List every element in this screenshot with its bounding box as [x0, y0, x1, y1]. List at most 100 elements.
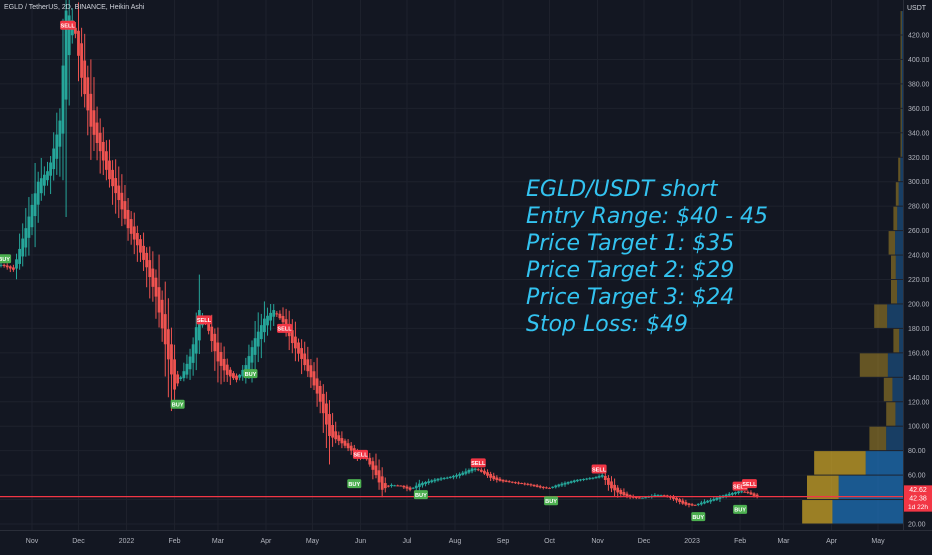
candle-body — [340, 438, 344, 444]
candle-body — [219, 351, 223, 366]
volume-profile-bar-down — [901, 133, 903, 157]
candle-body — [678, 499, 682, 502]
annotation-line: Price Target 1: $35 — [526, 231, 735, 256]
volume-profile-bar-down — [892, 377, 903, 402]
candle-body — [253, 338, 257, 355]
candle-body — [104, 151, 108, 170]
signal-label: BUY — [172, 402, 184, 408]
candle-body — [228, 369, 232, 377]
candle-body — [718, 496, 722, 499]
annotation-line: Stop Loss: $49 — [526, 312, 689, 337]
candle-body — [297, 342, 300, 354]
volume-profile-bar-up — [886, 402, 896, 426]
candle-body — [706, 500, 709, 503]
candle-body — [455, 475, 458, 477]
buy-signal-badge — [544, 496, 559, 506]
candle-body — [414, 485, 418, 489]
candle-body — [467, 469, 471, 473]
y-tick-label: 260.00 — [908, 228, 930, 235]
candle-body — [551, 486, 555, 488]
candle-body — [67, 15, 71, 56]
candle-body — [476, 469, 480, 471]
candle-body — [58, 120, 62, 147]
candle-body — [39, 178, 43, 194]
signal-label: BUY — [0, 257, 10, 263]
candle-body — [64, 10, 68, 100]
candle-body — [653, 495, 657, 497]
signal-label: SELL — [742, 482, 757, 488]
buy-signal-badge — [733, 504, 748, 514]
volume-profile-bar-up — [888, 231, 896, 255]
x-tick-label: Mar — [212, 538, 225, 545]
candle-body — [197, 310, 201, 341]
candle-body — [560, 483, 564, 486]
price-axis-panel — [903, 0, 932, 550]
candle-body — [383, 483, 387, 489]
candle-body — [114, 178, 118, 194]
candle-body — [569, 481, 573, 483]
candle-body — [145, 252, 149, 268]
candle-body — [213, 333, 217, 352]
volume-profile-bar-down — [900, 157, 903, 182]
candle-body — [619, 490, 623, 495]
x-tick-label: Jun — [355, 538, 366, 545]
volume-profile-bar-up — [900, 84, 902, 108]
candle-body — [408, 487, 412, 490]
sell-signal-badge — [277, 323, 293, 333]
candle-body — [523, 483, 527, 485]
candle-body — [89, 93, 93, 127]
y-tick-label: 420.00 — [908, 33, 930, 40]
x-tick-label: Sep — [497, 538, 510, 545]
signal-label: SELL — [733, 484, 748, 490]
candle-body — [545, 487, 548, 489]
signal-label: SELL — [353, 453, 368, 459]
volume-profile-bar-up — [900, 108, 902, 133]
signal-label: BUY — [415, 493, 427, 499]
x-tick-label: Dec — [72, 538, 85, 545]
candle-body — [393, 485, 396, 487]
value-area-bar-up — [807, 475, 839, 500]
candle-body — [377, 470, 381, 483]
candle-body — [337, 435, 341, 441]
y-tick-label: 120.00 — [908, 399, 930, 406]
candle-body — [600, 475, 604, 477]
signal-label: BUY — [348, 482, 360, 488]
y-tick-label: 20.00 — [908, 522, 926, 529]
x-tick-label: Apr — [261, 538, 273, 545]
candle-body — [470, 468, 474, 472]
candle-body — [591, 477, 595, 479]
sell-signal-badge — [470, 458, 486, 468]
candle-body — [417, 483, 421, 487]
candle-body — [479, 469, 483, 472]
signal-label: SELL — [471, 461, 486, 467]
value-area-bar-up — [814, 451, 866, 475]
x-tick-label: 2022 — [119, 538, 135, 545]
sell-signal-badge — [196, 315, 212, 325]
candle-body — [644, 497, 647, 499]
candle-body — [179, 377, 183, 379]
candle-body — [27, 216, 31, 238]
signal-label: SELL — [592, 467, 607, 473]
candle-body — [321, 393, 325, 414]
x-tick-label: Feb — [734, 538, 746, 545]
candle-body — [402, 485, 406, 488]
candle-body — [514, 482, 517, 484]
y-tick-label: 320.00 — [908, 155, 930, 162]
candle-body — [687, 503, 691, 506]
volume-profile-bar-down — [898, 182, 903, 206]
candle-body — [498, 478, 502, 481]
candle-body — [616, 487, 620, 493]
x-tick-label: Feb — [169, 538, 181, 545]
candle-body — [442, 477, 446, 479]
candle-body — [194, 327, 198, 354]
candle-body — [492, 475, 496, 480]
candle-body — [210, 326, 214, 342]
candle-body — [538, 486, 542, 488]
price-badge-upper — [904, 485, 932, 495]
candle-body — [157, 287, 161, 313]
volume-profile-bar-up — [898, 157, 901, 182]
sell-signal-badge — [352, 449, 368, 459]
candle-body — [699, 502, 703, 505]
